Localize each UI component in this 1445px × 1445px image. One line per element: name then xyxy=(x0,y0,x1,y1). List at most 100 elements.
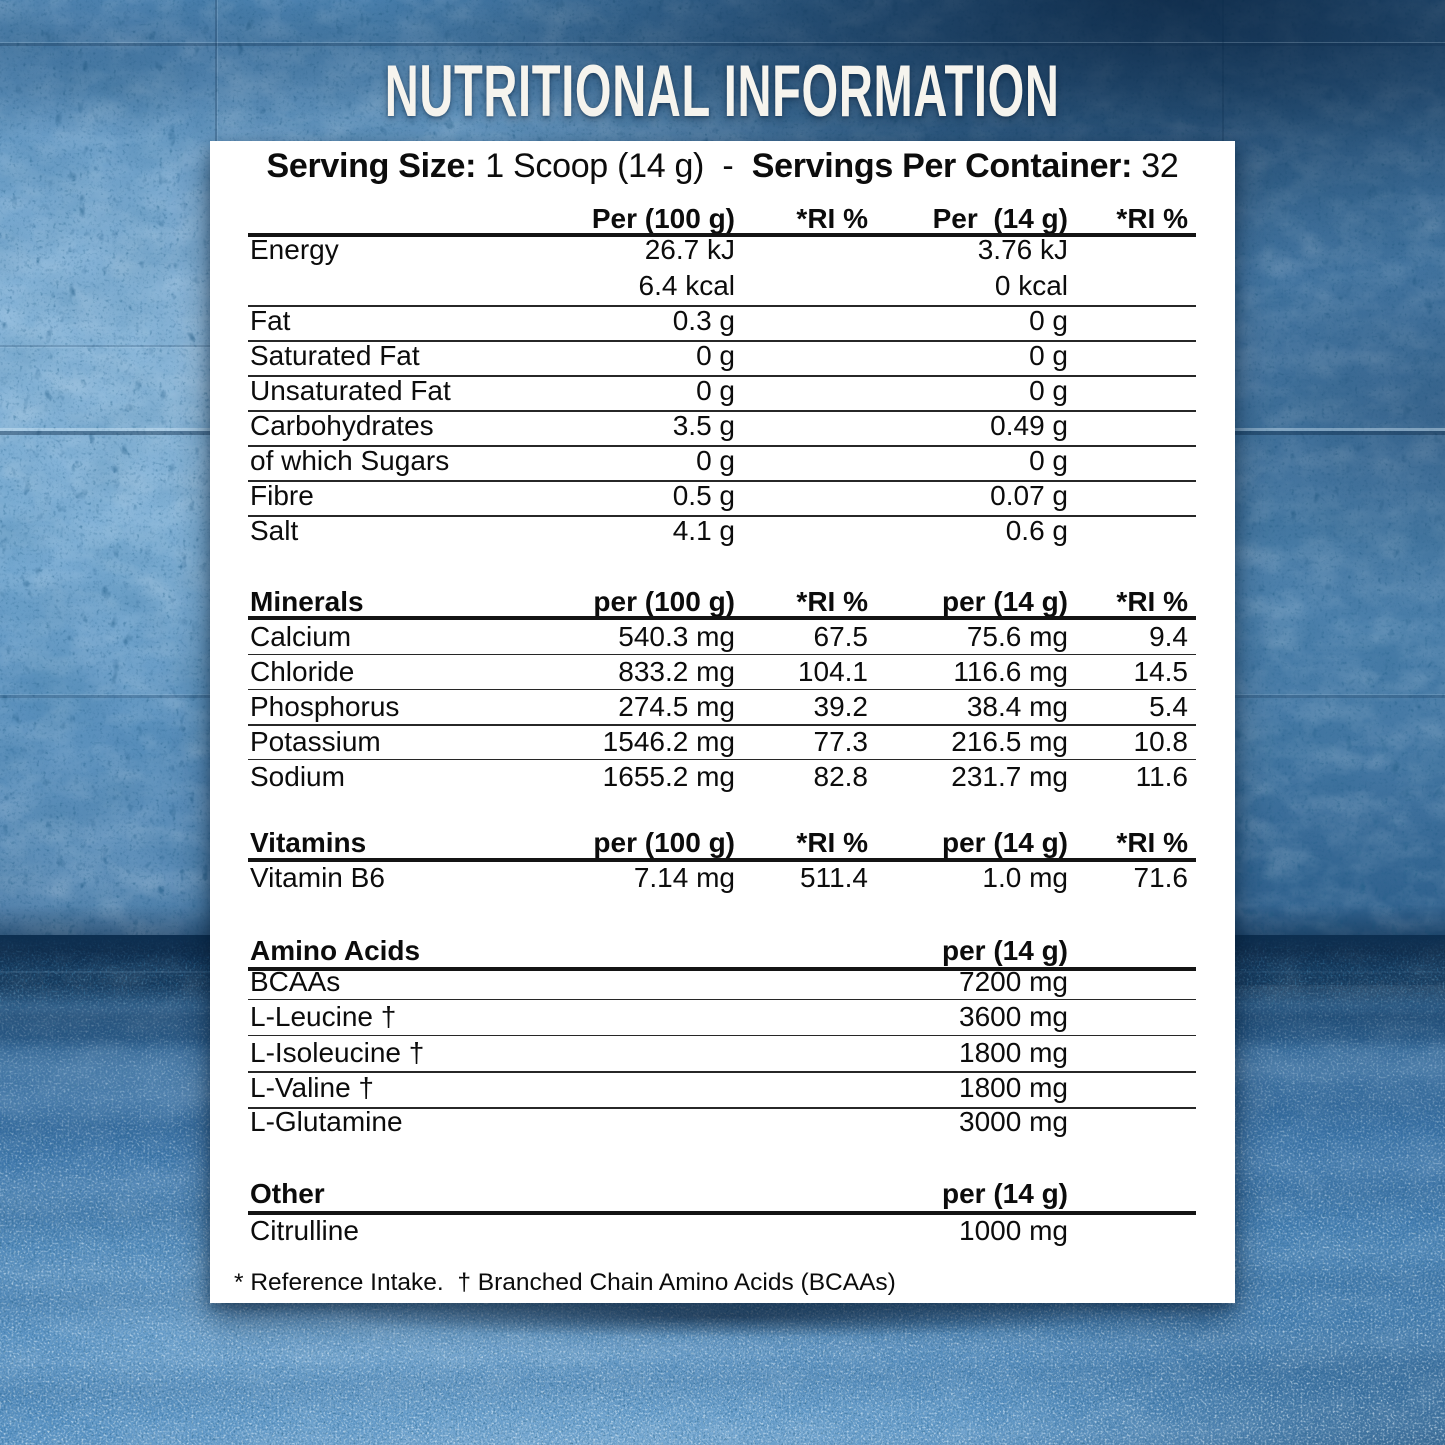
table-rule-thick xyxy=(248,233,1196,237)
table-row-carbohydrates: Carbohydrates 3.5 g 0.49 g xyxy=(248,408,1196,443)
row-value-per14: 0.6 g xyxy=(1005,515,1068,546)
table-row-saturated-fat: Saturated Fat 0 g 0 g xyxy=(248,338,1196,373)
row-value-per14: 0 g xyxy=(1029,340,1068,371)
serving-size-line: Serving Size: 1 Scoop (14 g) - Servings … xyxy=(210,144,1235,188)
row-label: Chloride xyxy=(250,656,355,687)
row-value-per100: 0.5 g xyxy=(672,480,735,511)
row-value-per100: 1546.2 mg xyxy=(602,726,735,757)
row-value-ri14: 9.4 xyxy=(1149,621,1188,652)
header-ri-2: *RI % xyxy=(1116,203,1188,234)
table-rule-thick xyxy=(248,967,1196,971)
table-rule-thin xyxy=(248,724,1196,726)
table-row-l-valine: L-Valine † 1800 mg xyxy=(248,1070,1196,1105)
section-title-amino-acids: Amino Acids xyxy=(250,935,421,966)
table-row-energy-kj: Energy 26.7 kJ 3.76 kJ xyxy=(248,232,1196,267)
row-value-ri100: 82.8 xyxy=(813,761,869,792)
row-value-per14: 3000 mg xyxy=(959,1106,1068,1137)
row-label: BCAAs xyxy=(250,966,341,997)
row-value-per14: 116.6 mg xyxy=(953,656,1068,687)
row-value-per14: 1800 mg xyxy=(959,1037,1068,1068)
row-label: of which Sugars xyxy=(250,445,450,476)
table-row-salt: Salt 4.1 g 0.6 g xyxy=(248,513,1196,548)
row-value-ri100: 67.5 xyxy=(813,621,869,652)
row-value-per14: 1800 mg xyxy=(959,1072,1068,1103)
table-rule-thin xyxy=(248,998,1196,1000)
table-rule-thin xyxy=(248,305,1196,307)
row-label: Phosphorus xyxy=(250,691,400,722)
row-value-per14: 75.6 mg xyxy=(966,621,1068,652)
row-label: Vitamin B6 xyxy=(250,862,385,893)
table-rule-thin xyxy=(248,515,1196,517)
table-row-phosphorus: Phosphorus 274.5 mg 39.2 38.4 mg 5.4 xyxy=(248,689,1196,724)
page-title-band: NUTRITIONAL INFORMATION xyxy=(0,51,1445,132)
main-table-header-row: Per (100 g) *RI % Per (14 g) *RI % xyxy=(248,201,1196,236)
table-row-fibre: Fibre 0.5 g 0.07 g xyxy=(248,478,1196,513)
row-value-per14: 3600 mg xyxy=(959,1001,1068,1032)
row-label: Fibre xyxy=(250,480,314,511)
row-value-per100: 540.3 mg xyxy=(618,621,735,652)
row-value-per100: 7.14 mg xyxy=(633,862,735,893)
row-value-ri100: 77.3 xyxy=(813,726,869,757)
table-rule-thin xyxy=(248,1107,1196,1109)
serving-size-value: 1 Scoop (14 g) xyxy=(476,147,705,185)
row-value-per100: 0.3 g xyxy=(672,305,735,336)
page-title: NUTRITIONAL INFORMATION xyxy=(385,51,1060,132)
row-label: Calcium xyxy=(250,621,352,652)
table-rule-thin xyxy=(248,758,1196,760)
table-rule-thin xyxy=(248,375,1196,377)
table-row-l-glutamine: L-Glutamine 3000 mg xyxy=(248,1104,1196,1139)
header-per-100g: Per (100 g) xyxy=(591,203,735,234)
other-header-row: Other per (14 g) xyxy=(248,1176,1196,1211)
panel-floor-shadow xyxy=(180,1295,1270,1355)
row-value-ri100: 104.1 xyxy=(797,656,868,687)
header-ri-1: *RI % xyxy=(796,203,868,234)
row-value-per14: 0.49 g xyxy=(990,410,1068,441)
row-value-per14: 216.5 mg xyxy=(951,726,1068,757)
servings-per-container-value: 32 xyxy=(1132,147,1179,185)
row-value-ri100: 511.4 xyxy=(800,862,868,893)
table-row-citrulline: Citrulline 1000 mg xyxy=(248,1213,1196,1248)
header-ri-2: *RI % xyxy=(1116,827,1188,858)
serving-size-label: Serving Size: xyxy=(266,147,477,185)
row-value-per100: 0 g xyxy=(696,375,735,406)
row-value-per14: 0 g xyxy=(1029,305,1068,336)
table-rule-thin xyxy=(248,410,1196,412)
row-label: Citrulline xyxy=(250,1215,359,1246)
row-value-per14: 38.4 mg xyxy=(966,691,1068,722)
row-label: Fat xyxy=(250,305,291,336)
row-label: L-Glutamine xyxy=(250,1106,403,1137)
row-value-per14: 0.07 g xyxy=(990,480,1068,511)
row-label: L-Leucine † xyxy=(250,1001,397,1032)
row-value-per14: 231.7 mg xyxy=(951,761,1068,792)
table-row-potassium: Potassium 1546.2 mg 77.3 216.5 mg 10.8 xyxy=(248,724,1196,759)
header-ri-1: *RI % xyxy=(796,827,868,858)
row-label: Salt xyxy=(250,515,299,546)
row-label: Saturated Fat xyxy=(250,340,420,371)
section-title-other: Other xyxy=(250,1178,325,1209)
wall-seam-left-horizontal xyxy=(0,345,212,348)
minerals-header-row: Minerals per (100 g) *RI % per (14 g) *R… xyxy=(248,584,1196,619)
header-ri-1: *RI % xyxy=(796,586,868,617)
section-title-minerals: Minerals xyxy=(250,586,364,617)
header-ri-2: *RI % xyxy=(1116,586,1188,617)
vitamins-header-row: Vitamins per (100 g) *RI % per (14 g) *R… xyxy=(248,825,1196,860)
header-per-100g: per (100 g) xyxy=(593,586,735,617)
row-value-per100: 6.4 kcal xyxy=(638,270,736,301)
nutrition-panel: Serving Size: 1 Scoop (14 g) - Servings … xyxy=(210,141,1235,1303)
table-row-chloride: Chloride 833.2 mg 104.1 116.6 mg 14.5 xyxy=(248,654,1196,689)
amino-acids-header-row: Amino Acids per (14 g) xyxy=(248,933,1196,968)
header-per-14g: per (14 g) xyxy=(941,586,1068,617)
row-value-per14: 0 g xyxy=(1029,375,1068,406)
table-rule-thin xyxy=(248,653,1196,655)
wall-seam-top xyxy=(0,42,1445,46)
header-per-14g: per (14 g) xyxy=(941,827,1068,858)
section-title-vitamins: Vitamins xyxy=(250,827,367,858)
row-label: Carbohydrates xyxy=(250,410,434,441)
row-label: Sodium xyxy=(250,761,345,792)
row-value-per100: 274.5 mg xyxy=(618,691,735,722)
table-row-energy-kcal: 6.4 kcal 0 kcal xyxy=(248,268,1196,303)
table-row-bcaas: BCAAs 7200 mg xyxy=(248,964,1196,999)
row-value-per100: 1655.2 mg xyxy=(602,761,735,792)
row-value-per14: 0 g xyxy=(1029,445,1068,476)
